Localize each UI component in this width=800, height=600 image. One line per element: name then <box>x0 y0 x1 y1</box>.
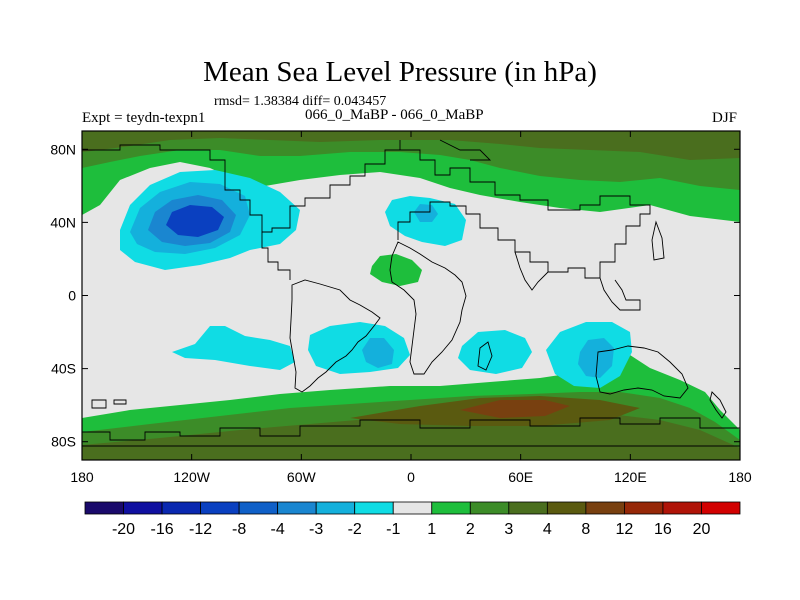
x-tick-label: 0 <box>407 469 415 485</box>
coastline-southeast-asia <box>599 277 641 311</box>
coastline-japan <box>651 220 665 261</box>
colorbar-swatch <box>469 501 510 515</box>
colorbar-swatch <box>585 501 625 515</box>
colorbar-swatch <box>277 501 317 515</box>
coastline-india <box>514 251 549 291</box>
colorbar-swatch <box>354 501 394 515</box>
x-axis: 180 120W 60W 0 60E 120E 180 <box>70 131 752 485</box>
x-tick-label: 180 <box>70 469 94 485</box>
y-tick-label: 40N <box>50 214 76 230</box>
colorbar-label: 4 <box>543 521 552 538</box>
colorbar-label: 8 <box>581 521 590 538</box>
coastline-antarctica <box>82 417 740 441</box>
coastlines <box>82 139 740 447</box>
colorbar-label: -1 <box>386 521 400 538</box>
colorbar-swatch <box>624 501 664 515</box>
colorbar-swatch <box>161 501 201 515</box>
colorbar-label: 20 <box>693 521 711 538</box>
colorbar: -20 -16 -12 -8 -4 -3 -2 -1 1 2 3 4 8 12 16 20 <box>84 501 741 538</box>
south-pacific-low <box>172 326 295 370</box>
coastline-north-america <box>82 140 401 233</box>
coastline-falkland <box>91 399 127 409</box>
arctic-positive-core <box>82 131 740 160</box>
southern-positive-peak <box>460 400 570 418</box>
coastline-madagascar <box>477 341 493 371</box>
colorbar-swatch <box>431 501 471 515</box>
y-tick-label: 80S <box>51 434 76 450</box>
x-tick-label: 60E <box>508 469 533 485</box>
south-indian-low-3 <box>578 338 614 378</box>
colorbar-label: 16 <box>654 521 672 538</box>
x-tick-label: 120E <box>614 469 647 485</box>
colorbar-swatch <box>123 501 163 515</box>
colorbar-label: -8 <box>232 521 246 538</box>
south-atlantic-low-2 <box>362 338 394 368</box>
coastline-new-zealand <box>709 391 727 419</box>
y-axis: 80N 40N 0 40S 80S <box>50 141 740 450</box>
coastline-central-america <box>261 232 291 280</box>
y-tick-label: 0 <box>68 288 76 304</box>
north-pacific-low-4 <box>166 205 224 237</box>
y-tick-label: 40S <box>51 361 76 377</box>
colorbar-swatch <box>508 501 548 515</box>
experiment-label: Expt = teydn-texpn1 <box>82 110 206 126</box>
colorbar-label: 3 <box>504 521 513 538</box>
colorbar-label: -4 <box>271 521 285 538</box>
chart-title: Mean Sea Level Pressure (in hPa) <box>203 56 597 88</box>
coastline-greenland <box>439 139 492 161</box>
x-tick-label: 120W <box>173 469 210 485</box>
south-indian-low-1 <box>458 330 532 374</box>
stats-label: rmsd= 1.38384 diff= 0.043457 <box>214 94 387 109</box>
north-africa-positive <box>370 254 422 286</box>
coastline-eurasia <box>397 149 651 279</box>
case-label: 066_0_MaBP - 066_0_MaBP <box>305 107 484 123</box>
colorbar-label: -20 <box>112 521 135 538</box>
x-tick-label: 180 <box>728 469 752 485</box>
colorbar-swatch <box>315 501 356 515</box>
colorbar-swatch <box>701 501 741 515</box>
colorbar-label: 1 <box>427 521 436 538</box>
y-tick-label: 80N <box>50 141 76 157</box>
colorbar-swatch <box>200 501 240 515</box>
colorbar-label: 2 <box>466 521 475 538</box>
x-tick-label: 60W <box>287 469 317 485</box>
north-atlantic-low-2 <box>414 204 438 222</box>
colorbar-swatch <box>392 501 433 515</box>
colorbar-label: -16 <box>150 521 173 538</box>
colorbar-swatch <box>546 501 587 515</box>
colorbar-swatch <box>238 501 279 515</box>
coastline-south-america <box>289 279 381 393</box>
season-label: DJF <box>712 110 738 126</box>
colorbar-label: -12 <box>189 521 212 538</box>
colorbar-label: -3 <box>309 521 323 538</box>
colorbar-label: -2 <box>348 521 362 538</box>
colorbar-swatch <box>662 501 702 515</box>
coastline-africa <box>389 241 467 375</box>
map-field <box>82 131 740 460</box>
coastline-australia <box>595 345 689 399</box>
colorbar-swatch <box>84 501 124 515</box>
colorbar-label: 12 <box>616 521 634 538</box>
